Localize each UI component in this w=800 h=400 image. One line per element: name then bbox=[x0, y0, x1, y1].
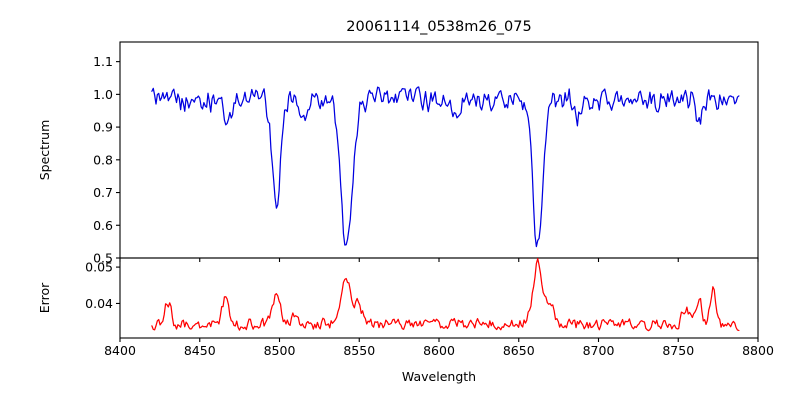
error-panel-series-error bbox=[151, 258, 740, 332]
error-panel-ytick-label: 0.05 bbox=[85, 260, 113, 275]
error-panel-xtick-label: 8700 bbox=[583, 343, 615, 358]
spectrum-panel-series-spectrum bbox=[151, 86, 740, 248]
chart-title: 20061114_0538m26_075 bbox=[346, 19, 531, 35]
error-panel-ytick-label: 0.04 bbox=[85, 296, 113, 311]
spectrum-panel-ytick-label: 1.0 bbox=[93, 87, 113, 102]
error-panel-xtick-label: 8800 bbox=[742, 343, 774, 358]
spectrum-panel-ytick-label: 0.7 bbox=[93, 185, 113, 200]
error-panel-xtick-label: 8400 bbox=[104, 343, 136, 358]
x-axis-label: Wavelength bbox=[402, 369, 476, 384]
error-panel-xtick-label: 8600 bbox=[423, 343, 455, 358]
error-y-axis-label: Error bbox=[37, 282, 52, 313]
spectrum-y-axis-label: Spectrum bbox=[37, 120, 52, 181]
spectrum-panel-ytick-label: 0.9 bbox=[93, 120, 113, 135]
error-panel: 0.04 0.05 8400 8450 8500 8550 8600 8650 8700 8750… bbox=[85, 257, 774, 358]
spectrum-panel-ytick-label: 0.6 bbox=[93, 218, 113, 233]
spectrum-panel-ytick-label: 0.5 bbox=[93, 251, 113, 266]
spectrum-panel-ytick-label: 0.8 bbox=[93, 152, 113, 167]
spectrum-panel-ytick-label: 1.1 bbox=[93, 54, 113, 69]
spectrum-panel: 0.5 0.6 0.7 0.8 0.9 1.0 1.1 bbox=[93, 41, 759, 266]
error-panel-xtick-label: 8550 bbox=[343, 343, 375, 358]
error-panel-xtick-label: 8500 bbox=[264, 343, 296, 358]
error-panel-xtick-label: 8650 bbox=[503, 343, 535, 358]
error-panel-xtick-label: 8750 bbox=[662, 343, 694, 358]
error-panel-xtick-label: 8450 bbox=[184, 343, 216, 358]
